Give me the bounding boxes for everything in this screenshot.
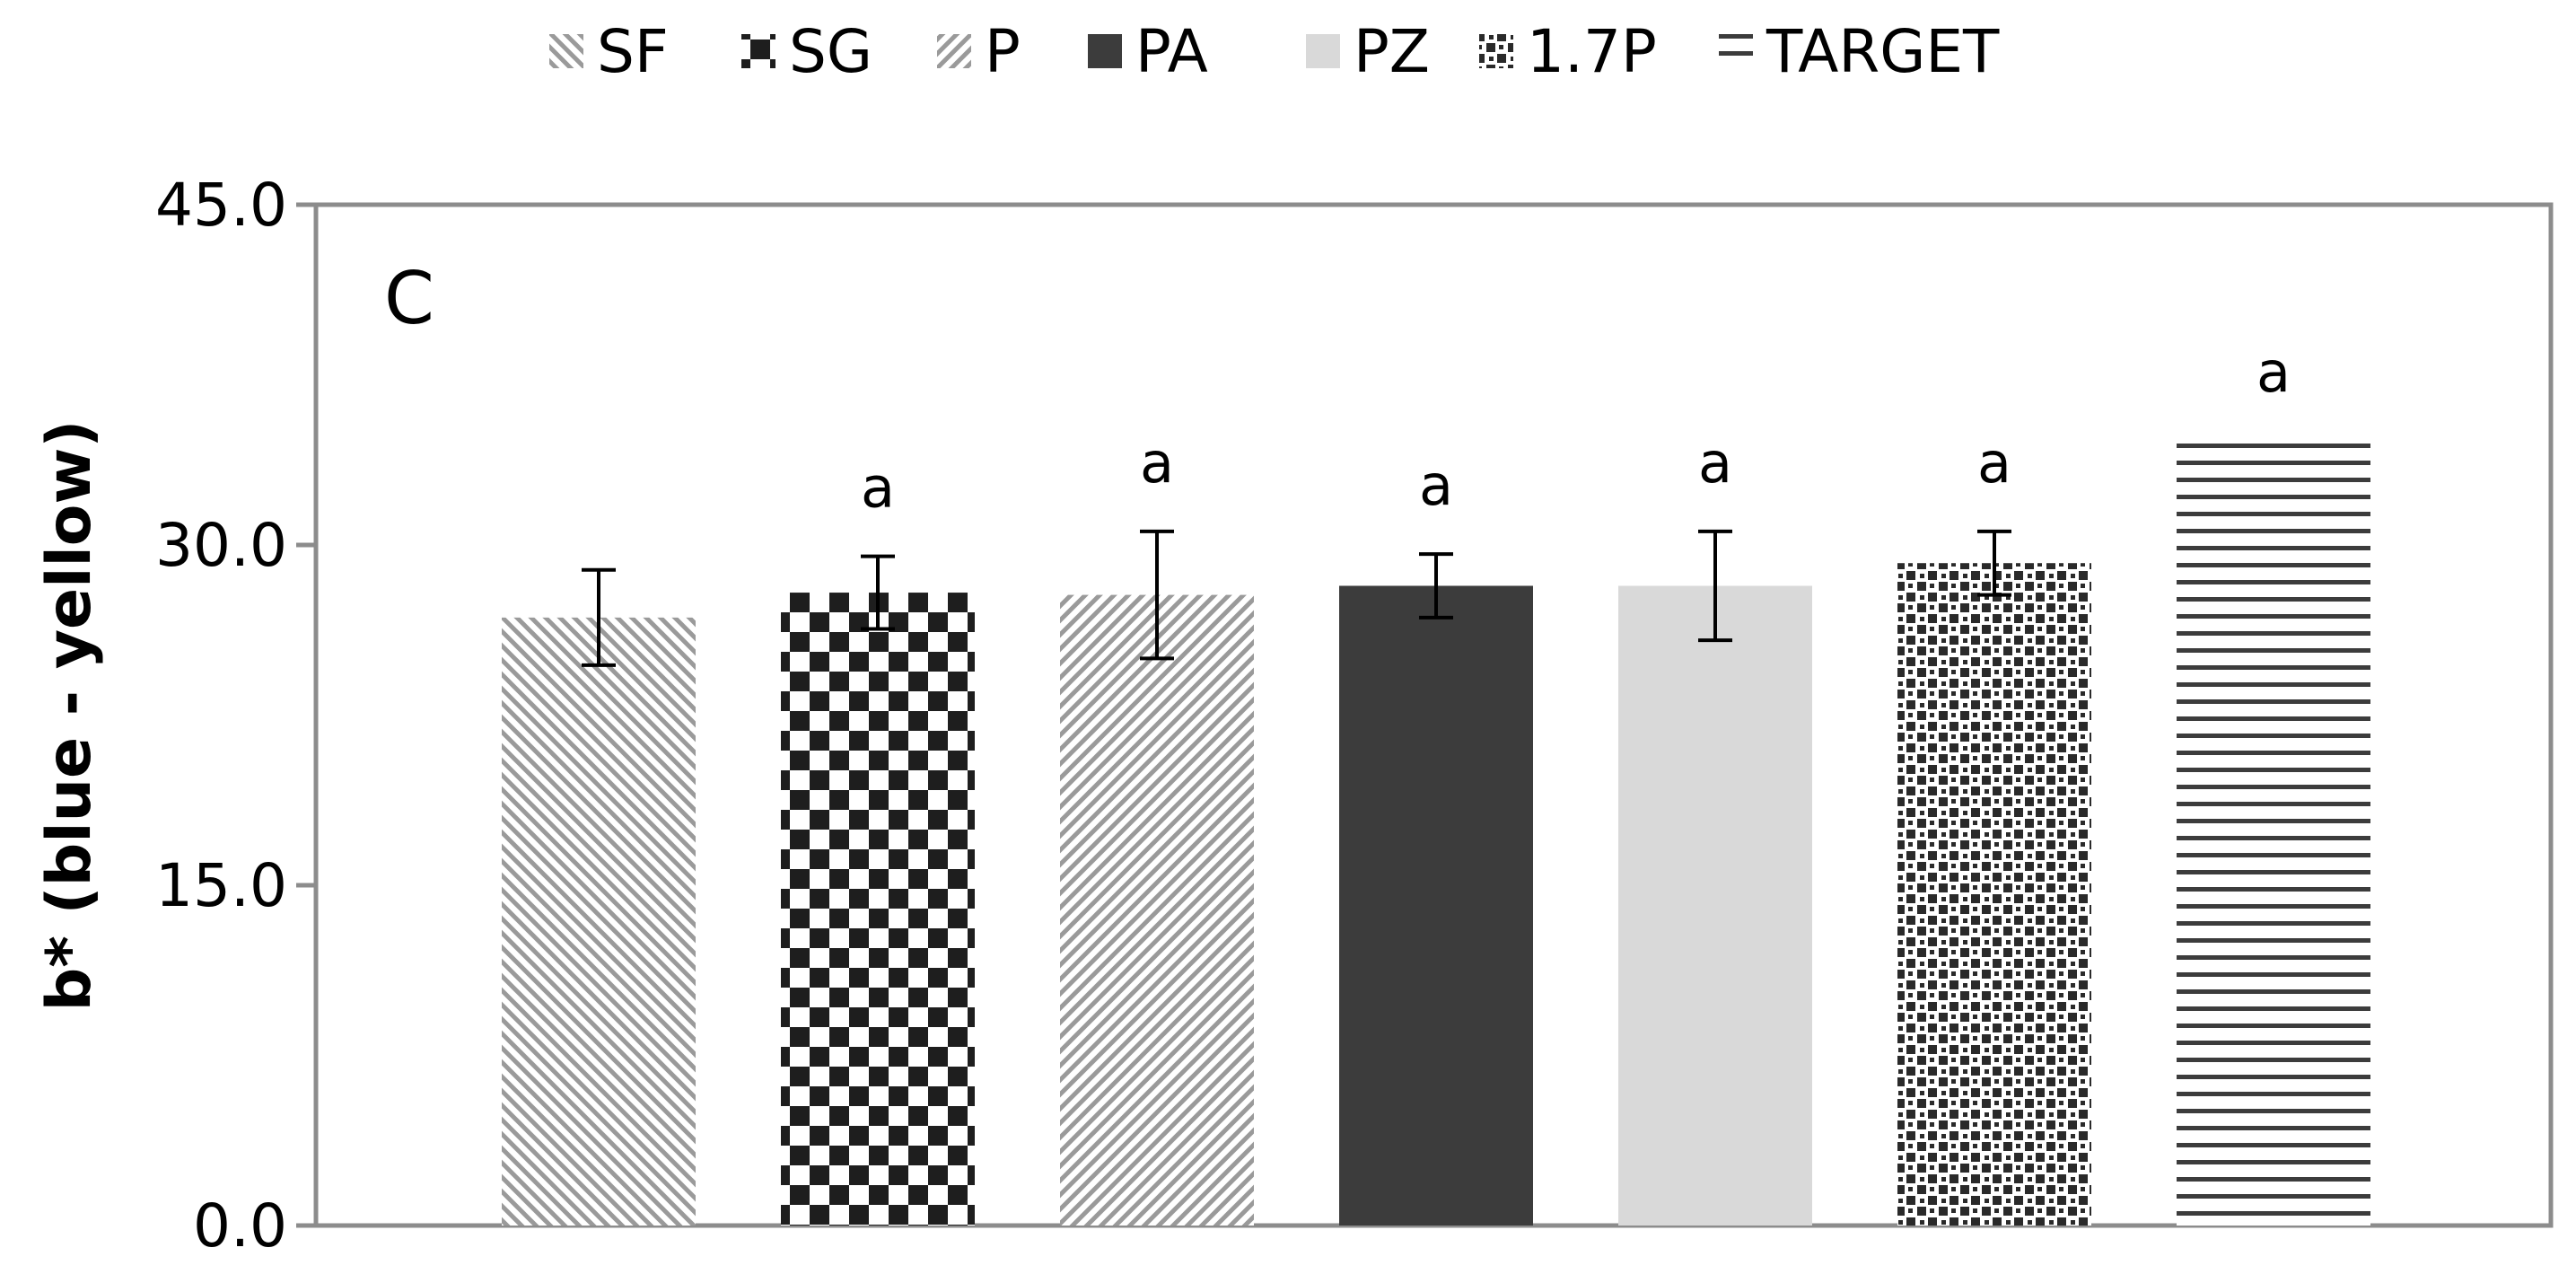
- bar-target: [2177, 440, 2370, 1226]
- error-bar: [1419, 552, 1453, 619]
- legend-swatch: [741, 34, 775, 68]
- legend-label: SF: [597, 17, 669, 86]
- error-bar: [1140, 529, 1174, 661]
- y-axis-label: b* (blue - yellow): [34, 420, 105, 1012]
- y-tick-label: 30.0: [155, 511, 287, 580]
- y-tick-label: 45.0: [155, 171, 287, 240]
- legend: SF SG P PA PZ 1.7P TARGET: [549, 17, 2000, 86]
- legend-item-pz: PZ: [1306, 17, 1430, 86]
- significance-letter: a: [1419, 452, 1453, 518]
- legend-swatch: [1088, 34, 1122, 68]
- significance-letter: a: [2256, 339, 2291, 405]
- legend-swatch: [549, 34, 583, 68]
- legend-item-pa: PA: [1088, 17, 1208, 86]
- significance-letter: a: [861, 455, 895, 521]
- y-axis: 0.0 15.0 30.0 45.0: [155, 171, 316, 1261]
- error-bar: [861, 554, 895, 631]
- legend-label: P: [985, 17, 1021, 86]
- legend-swatch: [1719, 34, 1753, 68]
- legend-item-sg: SG: [741, 17, 872, 86]
- bar-p: [1060, 594, 1254, 1226]
- significance-letter: a: [1140, 430, 1174, 496]
- y-tick-label: 15.0: [155, 851, 287, 920]
- legend-item-p: P: [937, 17, 1021, 86]
- legend-label: PA: [1135, 17, 1208, 86]
- legend-item-1-7p: 1.7P: [1479, 17, 1657, 86]
- legend-item-target: TARGET: [1719, 17, 2000, 86]
- legend-swatch: [1479, 34, 1513, 68]
- bar-pa: [1339, 585, 1533, 1226]
- bar-1-7p: [1897, 563, 2091, 1226]
- legend-label: SG: [789, 17, 872, 86]
- bar-pz: [1618, 585, 1812, 1226]
- error-bar: [582, 567, 616, 667]
- y-tick-label: 0.0: [193, 1191, 287, 1261]
- bar-sf: [502, 617, 696, 1226]
- bars: a a a a a a: [502, 339, 2370, 1226]
- legend-label: 1.7P: [1527, 17, 1657, 86]
- bar-sg: [781, 593, 975, 1226]
- legend-label: PZ: [1354, 17, 1430, 86]
- significance-letter: a: [1977, 430, 2011, 496]
- legend-swatch: [1306, 34, 1340, 68]
- panel-label: C: [384, 257, 434, 340]
- error-bar: [1698, 529, 1732, 643]
- legend-item-sf: SF: [549, 17, 669, 86]
- legend-label: TARGET: [1766, 17, 2000, 86]
- significance-letter: a: [1698, 430, 1732, 496]
- error-bar: [1977, 529, 2011, 597]
- legend-swatch: [937, 34, 971, 68]
